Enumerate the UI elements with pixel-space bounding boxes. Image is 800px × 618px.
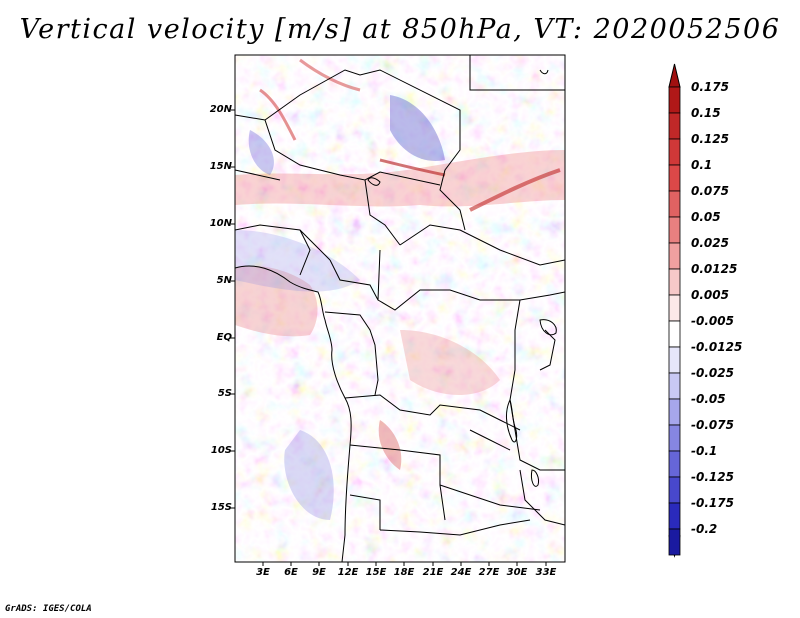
lon-label: 12E (337, 567, 359, 578)
colorbar-segment (668, 190, 681, 218)
colorbar-segment (668, 268, 681, 296)
colorbar-top-arrow (668, 63, 681, 88)
lon-label: 18E (393, 567, 415, 578)
lon-label: 21E (422, 567, 444, 578)
colorbar-segment (668, 502, 681, 530)
country-borders (235, 55, 565, 562)
colorbar-segment (668, 320, 681, 348)
colorbar-label: -0.075 (691, 418, 734, 432)
map-title: Vertical velocity [m/s] at 850hPa, VT: 2… (19, 14, 781, 45)
colorbar-segment (668, 242, 681, 270)
colorbar (668, 63, 681, 558)
colorbar-segment (668, 476, 681, 504)
map-frame (234, 54, 566, 563)
colorbar-segment (668, 138, 681, 166)
colorbar-segment (668, 528, 681, 556)
lon-label: 6E (284, 567, 298, 578)
colorbar-label: 0.0125 (691, 262, 738, 276)
colorbar-label: -0.005 (691, 314, 734, 328)
colorbar-segment (668, 112, 681, 140)
axis-ticks (231, 109, 547, 566)
colorbar-segment (668, 450, 681, 478)
lat-label: EQ (216, 332, 232, 343)
lat-label: 5N (216, 275, 232, 286)
lon-label: 9E (312, 567, 326, 578)
lon-label: 27E (478, 567, 500, 578)
colorbar-label: 0.005 (691, 288, 729, 302)
colorbar-label: -0.05 (691, 392, 726, 406)
colorbar-label: 0.1 (691, 158, 713, 172)
colorbar-label: 0.025 (691, 236, 729, 250)
colorbar-label: 0.15 (691, 106, 721, 120)
lon-label: 3E (256, 567, 270, 578)
lat-label: 20N (209, 104, 232, 115)
lon-label: 30E (506, 567, 528, 578)
grads-credit: GrADS: IGES/COLA (5, 604, 92, 614)
colorbar-segment (668, 372, 681, 400)
colorbar-label: -0.2 (691, 522, 718, 536)
colorbar-label: -0.1 (691, 444, 718, 458)
lat-label: 10N (209, 218, 232, 229)
colorbar-segment (668, 294, 681, 322)
colorbar-segment (668, 398, 681, 426)
lat-label: 10S (210, 445, 232, 456)
colorbar-label: -0.125 (691, 470, 734, 484)
colorbar-segment (668, 424, 681, 452)
colorbar-segment (668, 346, 681, 374)
colorbar-segment (668, 216, 681, 244)
lat-label: 5S (217, 388, 232, 399)
velocity-field (235, 55, 565, 562)
colorbar-label: 0.125 (691, 132, 729, 146)
colorbar-segment (668, 164, 681, 192)
colorbar-label: 0.075 (691, 184, 729, 198)
lat-label: 15S (210, 502, 232, 513)
colorbar-label: -0.0125 (691, 340, 743, 354)
colorbar-segment (668, 86, 681, 114)
colorbar-label: 0.175 (691, 80, 729, 94)
colorbar-label: -0.025 (691, 366, 734, 380)
colorbar-label: 0.05 (691, 210, 721, 224)
colorbar-label: -0.175 (691, 496, 734, 510)
lon-label: 15E (365, 567, 387, 578)
lon-label: 24E (450, 567, 472, 578)
lat-label: 15N (209, 161, 232, 172)
lon-label: 33E (535, 567, 557, 578)
